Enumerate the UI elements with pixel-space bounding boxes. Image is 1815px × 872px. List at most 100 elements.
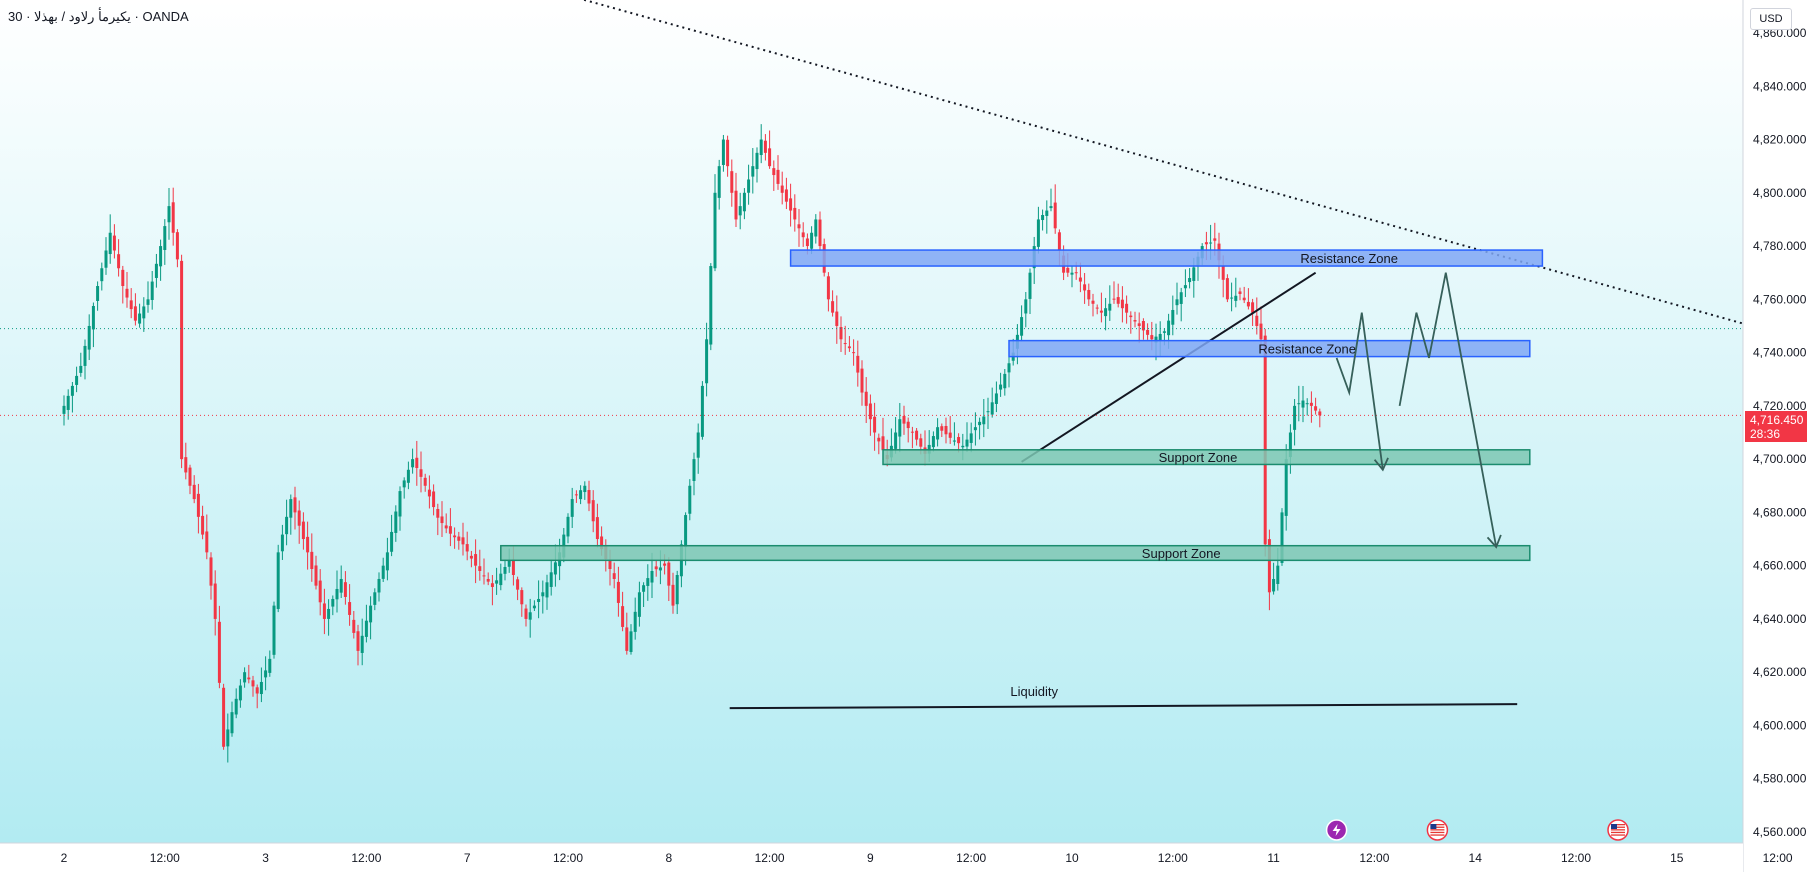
candle-body: [965, 439, 969, 447]
candle-body: [217, 621, 221, 683]
candle-body: [352, 619, 356, 633]
candle-body: [264, 670, 268, 678]
currency-button[interactable]: USD: [1750, 8, 1792, 30]
candle-body: [276, 552, 280, 609]
candle-body: [1112, 298, 1116, 300]
candle-body: [66, 395, 70, 410]
candle-body: [100, 268, 104, 282]
candle-body: [268, 658, 272, 673]
time-tick-label: 12:00: [755, 851, 785, 865]
candle-body: [163, 226, 167, 250]
candle-body: [751, 166, 755, 177]
candle-body: [600, 536, 604, 550]
candle-body: [1242, 297, 1246, 301]
candle-body: [348, 602, 352, 615]
bar-countdown: 28:36: [1750, 427, 1781, 441]
candle-body: [1255, 315, 1259, 326]
candle-body: [1284, 459, 1288, 516]
candle-body: [1078, 277, 1082, 282]
candle-body: [776, 169, 780, 184]
candle-body: [1175, 299, 1179, 306]
candle-body: [306, 536, 310, 553]
time-tick-label: 12:00: [1561, 851, 1591, 865]
price-tick-label: 4,560.000: [1753, 825, 1807, 839]
candle-body: [478, 566, 482, 571]
flag-stripe: [1430, 826, 1445, 828]
candle-body: [192, 484, 196, 500]
candle-body: [692, 459, 696, 481]
candle-body: [104, 250, 108, 268]
candle-body: [856, 355, 860, 373]
candle-body: [902, 415, 906, 424]
candle-body: [663, 563, 667, 566]
flag-stripe: [1611, 831, 1625, 834]
price-tick-label: 4,740.000: [1753, 346, 1807, 360]
candle-body: [133, 306, 137, 321]
candle-body: [108, 232, 112, 255]
candle-body: [873, 416, 877, 433]
candle-body: [1288, 432, 1292, 458]
candle-body: [747, 179, 751, 193]
candle-body: [406, 469, 410, 483]
candle-body: [171, 202, 175, 233]
candle-body: [1091, 300, 1095, 304]
candle-body: [146, 299, 150, 305]
price-tick-label: 4,800.000: [1753, 186, 1807, 200]
candle-body: [230, 712, 234, 734]
us-flag-icon: [1607, 819, 1629, 841]
support-zone-label: Support Zone: [1142, 546, 1221, 561]
time-tick-label: 12:00: [956, 851, 986, 865]
candle-body: [121, 269, 125, 287]
candle-body: [898, 419, 902, 437]
candle-body: [986, 411, 990, 413]
candle-body: [574, 494, 578, 496]
candle-body: [545, 582, 549, 598]
candle-body: [835, 311, 839, 326]
arrow-head: [1373, 457, 1389, 472]
candle-body: [654, 566, 658, 570]
candle-body: [629, 631, 633, 652]
candle-body: [843, 343, 847, 345]
candle-body: [1141, 321, 1145, 331]
candle-body: [301, 521, 305, 540]
candle-body: [427, 489, 431, 497]
price-tick-label: 4,600.000: [1753, 718, 1807, 732]
resistance-zone: [1008, 339, 1531, 358]
candle-body: [1221, 265, 1225, 280]
candle-body: [734, 190, 738, 220]
candle-body: [180, 260, 184, 460]
candle-body: [591, 500, 595, 522]
candle-body: [789, 198, 793, 211]
candle-body: [440, 516, 444, 524]
candle-body: [717, 166, 721, 198]
price-tick-label: 4,720.000: [1753, 399, 1807, 413]
candle-body: [1297, 403, 1301, 405]
candle-body: [1209, 242, 1213, 244]
candle-body: [709, 266, 713, 345]
candle-body: [793, 207, 797, 220]
candle-body: [1095, 307, 1099, 309]
candle-body: [507, 560, 511, 567]
candle-body: [961, 445, 965, 448]
resistance-zone-label: Resistance Zone: [1258, 342, 1356, 357]
candle-body: [721, 139, 725, 165]
candle-body: [247, 677, 251, 680]
candle-body: [112, 235, 116, 251]
price-tick-label: 4,640.000: [1753, 612, 1807, 626]
candle-body: [675, 574, 679, 605]
candle-body: [327, 608, 331, 619]
candle-body: [915, 430, 919, 440]
candle-body: [969, 433, 973, 443]
symbol-title[interactable]: يكيرمأ رلاود / بهذلا · 30 · OANDA: [8, 9, 189, 24]
candle-body: [1314, 406, 1318, 411]
time-axis[interactable]: [0, 843, 1743, 872]
candle-body: [1049, 206, 1053, 209]
candle-body: [318, 580, 322, 603]
candle-body: [642, 585, 646, 592]
candle-body: [419, 469, 423, 477]
price-tick-label: 4,620.000: [1753, 665, 1807, 679]
price-axis-labels: 4,860.0004,840.0004,820.0004,800.0004,78…: [1753, 26, 1807, 839]
candle-body: [1133, 320, 1137, 322]
